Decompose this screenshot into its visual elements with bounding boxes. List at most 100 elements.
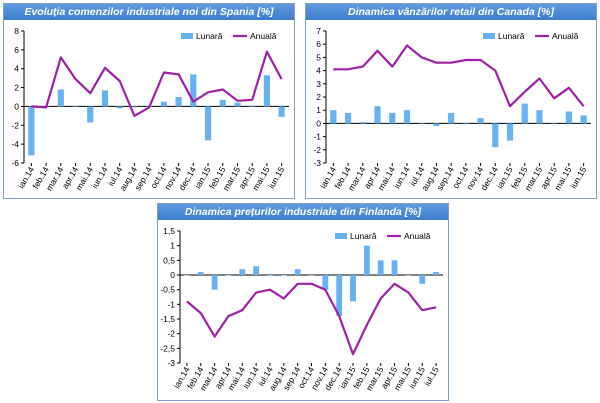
bar [280,275,287,276]
y-tick-label: -1 [167,299,175,309]
bar [433,123,440,127]
y-tick-label: 5 [316,52,321,62]
bar [506,123,514,141]
x-tick-label: iun.15 [266,165,286,190]
y-tick-label: 7 [316,26,321,36]
legend-label-lunara: Lunară [498,31,525,41]
series-line-anuala [186,282,437,356]
bar [190,74,197,107]
bar [377,260,384,275]
legend-label-anuala: Anuală [552,31,579,41]
bar [403,110,411,124]
y-tick-label: 3 [316,79,321,89]
bar [87,106,94,123]
y-tick-label: 6 [316,39,321,49]
y-tick-label: 0 [170,270,175,280]
chart-panel-spain: Evoluția comenzilor industriale noi din … [3,3,295,199]
y-tick-label: 1 [316,105,321,115]
bar [336,275,343,317]
y-tick-label: 4 [14,64,19,74]
y-tick-label: 6 [14,45,19,55]
chart-finland: -3-2,5-2-1,5-1-0,500,511,5ian.14feb.14ma… [160,226,443,393]
legend-swatch-lunara [335,233,347,239]
x-tick-label: iun.14 [391,165,411,190]
bar [131,106,138,108]
bar [308,275,315,276]
y-tick-label: 4 [316,66,321,76]
bar [219,99,226,107]
y-tick-label: 2 [14,83,19,93]
y-tick-label: 0,5 [163,255,175,265]
y-tick-label: 0 [316,118,321,128]
bar [350,275,356,302]
bar [184,275,190,276]
x-tick-label: iul.15 [422,365,441,388]
y-tick-label: 1 [170,241,175,251]
series-line-anuala [333,44,585,108]
bar [391,260,398,275]
bar [211,275,218,290]
bar [359,122,366,124]
y-tick-label: -6 [11,158,19,168]
bar [253,266,260,275]
legend-label-anuala: Anuală [250,31,277,41]
bar [204,106,212,141]
bar [389,112,396,124]
legend-label-lunara: Lunară [350,231,377,241]
bar [175,97,182,107]
y-tick-label: 2 [316,92,321,102]
y-tick-label: 0 [14,101,19,111]
bar [294,269,301,275]
bar [160,101,167,107]
bar [363,245,370,275]
chart-canada: -3-2-101234567ian.14feb.14mar.14apr.14ma… [313,26,591,193]
chart-title-spain: Evoluția comenzilor industriale noi din … [4,4,294,20]
chart-title-finland: Dinamica prețurilor industriale din Finl… [158,204,448,220]
legend-label-lunara: Lunară [196,31,223,41]
bar [448,112,455,124]
y-tick-label: -3 [167,358,175,368]
bar [492,123,499,148]
chart-spain: -6-4-202468ian.14feb.14mar.14apr.14mai.1… [11,26,289,193]
bar [234,102,241,107]
bar [521,103,528,124]
y-tick-label: -4 [11,139,19,149]
x-tick-label: iun.15 [568,165,588,190]
bar [101,90,109,107]
y-tick-label: 8 [14,26,19,36]
bar [239,269,246,275]
bar [197,272,204,275]
y-tick-label: -3 [313,158,321,168]
bar [225,275,232,276]
bar [536,110,543,124]
bar [433,272,439,275]
legend-label-anuala: Anuală [404,231,431,241]
bar [249,105,256,107]
bar [72,106,79,108]
bar [116,106,123,109]
bar [344,112,352,124]
bar [57,89,64,107]
y-tick-label: -0,5 [160,285,175,295]
bar [263,75,271,107]
y-tick-label: -2,5 [160,343,175,353]
bar [419,275,426,284]
legend-swatch-lunara [181,33,193,39]
y-tick-label: 1,5 [163,226,175,236]
bar [418,123,425,124]
bar [580,115,587,124]
chart-title-canada: Dinamica vânzărilor retail din Canada [%… [306,4,596,20]
y-tick-label: -2 [313,145,321,155]
y-tick-label: -1,5 [160,314,175,324]
bar [565,111,573,124]
legend-swatch-lunara [483,33,495,39]
chart-panel-canada: Dinamica vânzărilor retail din Canada [%… [305,3,597,199]
x-tick-label: iun.14 [89,165,109,190]
bar [278,106,285,117]
y-tick-label: -1 [313,132,321,142]
bar [322,275,329,290]
bar [405,275,412,276]
bar [462,123,469,124]
bar [28,106,35,156]
series-line-anuala [31,50,283,118]
